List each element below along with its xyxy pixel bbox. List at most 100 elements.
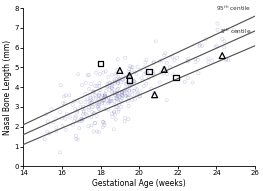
Point: [63, 117, 68, 120]
Point: [103, 93, 107, 96]
Point: [110, 86, 114, 89]
Point: [120, 93, 124, 96]
Point: [104, 70, 108, 73]
Point: [80, 83, 84, 87]
Point: [75, 120, 79, 123]
Point: [133, 80, 137, 83]
Point: [165, 61, 169, 64]
Point: [73, 116, 77, 119]
Point: [112, 91, 117, 94]
Point: [131, 81, 135, 84]
Point: [115, 82, 120, 85]
Point: [108, 88, 112, 91]
Point: [89, 99, 93, 102]
Point: [86, 125, 90, 128]
Point: [143, 61, 148, 64]
Point: [77, 127, 82, 130]
Point: [133, 87, 138, 90]
Point: [97, 108, 102, 111]
Point: [126, 100, 130, 103]
Point: [58, 151, 62, 154]
Point: [102, 121, 107, 124]
Point: [107, 81, 112, 84]
Point: [45, 120, 50, 123]
Point: [170, 56, 175, 59]
Point: [116, 99, 120, 102]
Point: [196, 58, 200, 62]
Point: [101, 126, 105, 129]
Point: [113, 113, 117, 116]
Point: [97, 107, 101, 110]
Point: [92, 90, 96, 93]
Point: [101, 99, 105, 102]
Point: [185, 60, 190, 63]
Point: [110, 92, 114, 95]
Point: [121, 95, 125, 98]
Point: [112, 79, 117, 82]
Point: [125, 89, 129, 92]
Point: [224, 57, 228, 61]
Point: [132, 89, 136, 92]
Point: [97, 101, 101, 104]
Point: [113, 80, 117, 83]
Point: [81, 105, 85, 108]
Point: [85, 98, 89, 101]
Point: [97, 84, 102, 87]
Point: [163, 66, 167, 69]
Point: [144, 58, 149, 61]
Point: [104, 89, 108, 92]
Point: [105, 82, 110, 85]
Point: [116, 87, 120, 90]
Point: [101, 121, 105, 124]
Point: [90, 110, 94, 113]
Point: [112, 128, 116, 131]
Point: [92, 112, 96, 115]
Point: [93, 121, 97, 125]
Point: [79, 120, 84, 123]
Point: [145, 71, 149, 74]
Point: [118, 85, 122, 88]
Point: [215, 45, 219, 48]
Point: [125, 83, 129, 86]
Point: [115, 97, 119, 100]
Point: [98, 73, 102, 76]
Point: [120, 93, 124, 96]
Point: [127, 75, 131, 78]
Point: [52, 121, 56, 124]
Point: [93, 121, 97, 125]
Point: [119, 105, 123, 108]
Point: [142, 73, 146, 76]
Point: [100, 94, 104, 97]
Point: [75, 109, 79, 112]
Point: [101, 71, 105, 74]
Point: [102, 124, 106, 127]
Point: [118, 70, 123, 73]
Point: [93, 84, 97, 87]
Point: [206, 61, 210, 64]
Point: [99, 100, 103, 103]
Point: [72, 100, 76, 103]
Point: [84, 81, 88, 84]
Point: [129, 66, 134, 69]
Point: [110, 115, 114, 118]
Point: [71, 123, 75, 126]
Point: [122, 91, 127, 95]
Point: [123, 80, 127, 83]
Point: [126, 75, 130, 78]
Point: [85, 113, 89, 117]
Point: [186, 57, 190, 60]
Point: [162, 54, 166, 57]
Point: [101, 96, 105, 100]
Point: [118, 99, 122, 102]
Point: [142, 66, 146, 69]
Point: [45, 130, 49, 133]
Point: [115, 92, 119, 95]
Point: [138, 68, 143, 71]
Point: [98, 62, 103, 65]
Point: [104, 108, 108, 111]
Point: [97, 131, 101, 134]
Point: [87, 106, 91, 109]
Point: [95, 100, 99, 103]
Point: [106, 108, 110, 111]
Point: [75, 99, 79, 102]
